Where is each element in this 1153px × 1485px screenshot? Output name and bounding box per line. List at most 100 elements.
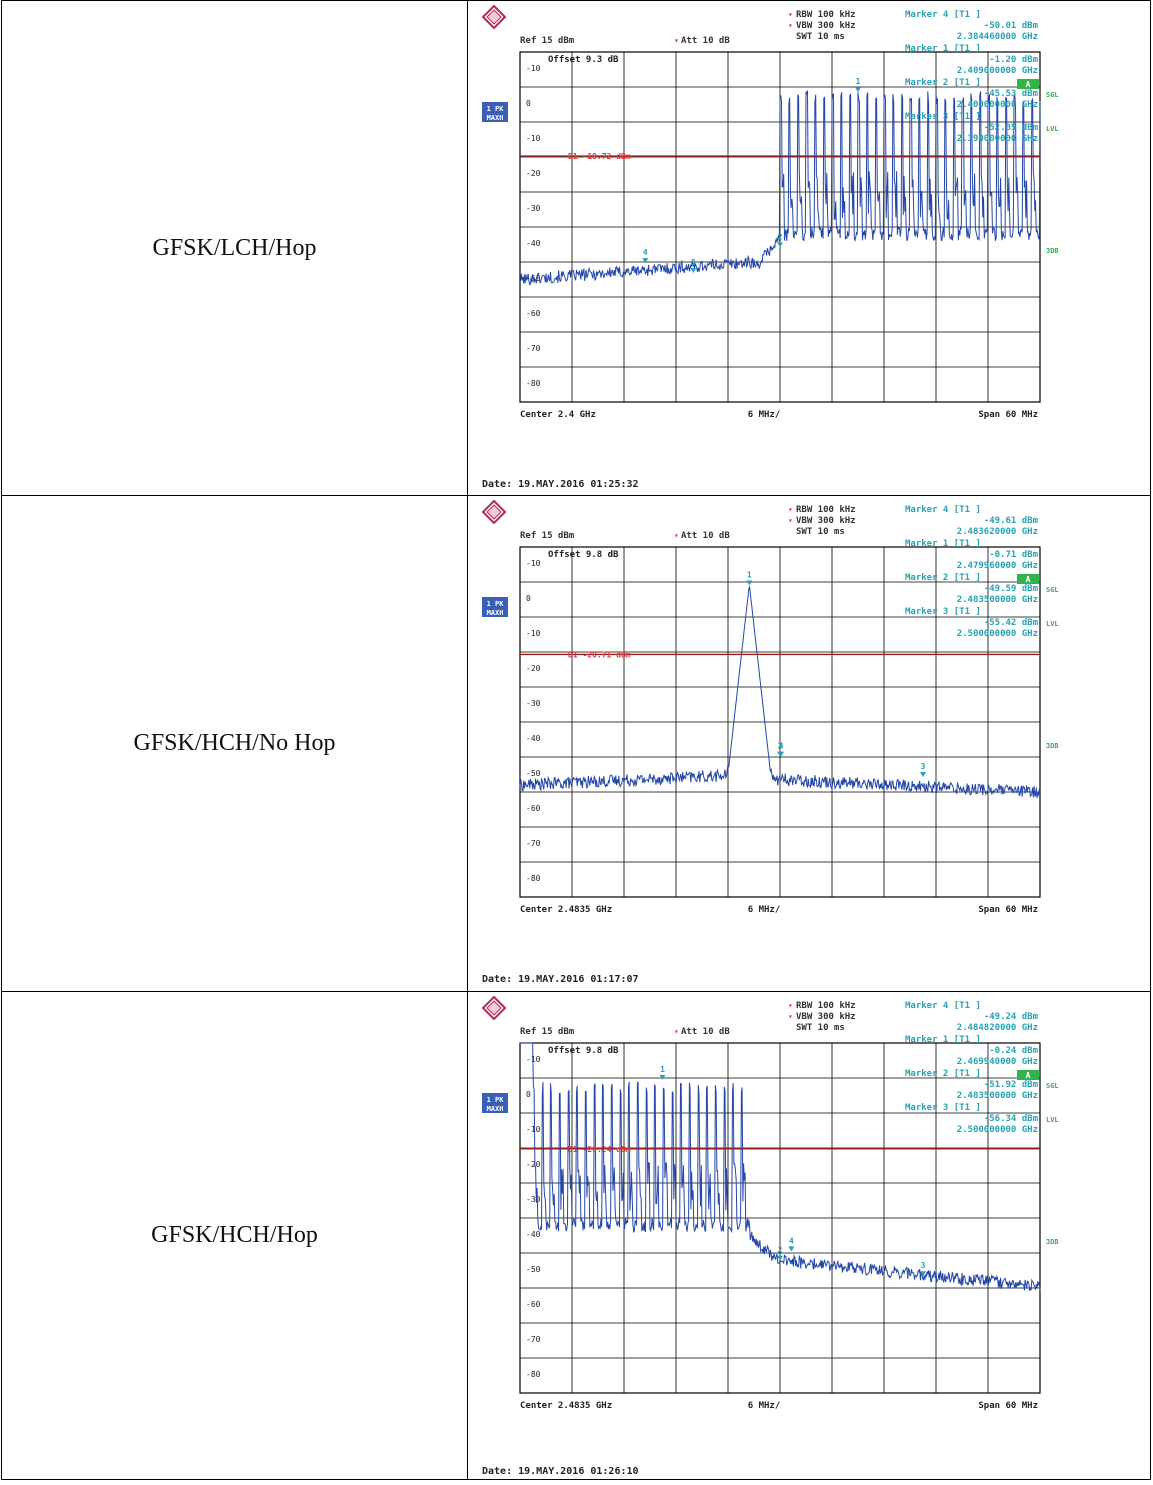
display-line-label: D1 -20.24 dBm [568,1145,631,1154]
offset-text: Offset 9.3 dB [548,55,619,65]
trace-badge-line1: 1 PK [487,600,505,608]
ytick-label: -60 [526,1300,541,1309]
rs-logo-inner [486,9,502,25]
side-a-box [1017,79,1039,89]
marker-readout-freq: 2.390000000 GHz [957,134,1038,144]
ytick-label: -80 [526,874,541,883]
marker-readout-freq: 2.483500000 GHz [957,595,1038,605]
marker-readout-level: -56.34 dBm [984,1114,1039,1124]
ytick-label: -70 [526,1335,541,1344]
ytick-label: -10 [526,1125,541,1134]
att-text: Att 10 dB [681,36,730,46]
marker-readout-level: -52.85 dBm [984,123,1039,133]
span-text: Span 60 MHz [978,1401,1038,1411]
marker-3-icon [920,771,926,777]
marker-readout-freq: 2.469940000 GHz [957,1057,1038,1067]
marker-readout-level: -49.59 dBm [984,584,1039,594]
trace-badge [482,1093,508,1113]
ytick-label: -10 [526,134,541,143]
ytick-label: -50 [526,1265,541,1274]
date-text: Date: 19.MAY.2016 01:17:07 [482,974,639,985]
marker-3-label: 3 [921,1261,926,1270]
ytick-label: -10 [526,559,541,568]
marker-readout-freq: 2.409000000 GHz [957,66,1038,76]
table-row: GFSK/LCH/Hop ▾ RBW 100 kHz ▾ VBW 300 kHz SWT… [1,0,1151,496]
ytick-label: -60 [526,804,541,813]
date-text: Date: 19.MAY.2016 01:26:10 [482,1466,639,1477]
marker-readout-freq: 2.483500000 GHz [957,1091,1038,1101]
marker-readout-title: Marker 2 [T1 ] [905,78,981,88]
vbw-arrow: ▾ [788,1012,793,1021]
rs-logo [481,4,507,30]
offset-text: Offset 9.8 dB [548,1046,619,1056]
trace-badge-line2: MAXH [487,114,504,122]
marker-readout-freq: 2.500000000 GHz [957,629,1038,639]
marker-4-icon [778,751,785,757]
marker-1-label: 1 [660,1065,665,1074]
swt-text: SWT 10 ms [796,1023,845,1033]
marker-readout-level: -1.20 dBm [989,55,1038,65]
marker-1-icon [855,87,861,93]
ytick-label: -10 [526,629,541,638]
rbw-arrow: ▾ [788,1001,793,1010]
spectrum-trace [519,586,1041,799]
marker-readout-level: -0.71 dBm [989,550,1038,560]
center-text: Center 2.4835 GHz [520,905,612,915]
display-line-label: D1 -20.71 dBm [568,650,631,659]
ytick-label: 0 [526,594,531,603]
div-text: 6 MHz/ [748,1401,781,1411]
div-text: 6 MHz/ [748,905,781,915]
offset-text: Offset 9.8 dB [548,550,619,560]
trace-badge-line1: 1 PK [487,1096,505,1104]
ytick-label: -60 [526,309,541,318]
marker-2-label: 2 [778,1246,783,1255]
trace-badge [482,102,508,122]
side-lvl-label: LVL [1046,620,1059,628]
marker-2-icon [777,1255,783,1261]
marker-readout-level: -49.61 dBm [984,516,1039,526]
rs-logo [481,499,507,525]
span-text: Span 60 MHz [978,905,1038,915]
vbw-arrow: ▾ [788,21,793,30]
marker-readout-freq: 2.500000000 GHz [957,1125,1038,1135]
rbw-arrow: ▾ [788,10,793,19]
marker-readout-title: Marker 4 [T1 ] [905,10,981,20]
marker-4-label: 4 [643,248,648,257]
side-sgl-label: SGL [1046,91,1059,99]
vbw-text: VBW 300 kHz [796,516,856,526]
trace-badge-line1: 1 PK [487,105,505,113]
ytick-label: -20 [526,1160,541,1169]
date-text: Date: 19.MAY.2016 01:25:32 [482,479,639,490]
ytick-label: -80 [526,379,541,388]
marker-3-label: 3 [691,258,696,267]
marker-1-icon [659,1074,666,1080]
marker-readout-title: Marker 3 [T1 ] [905,607,981,617]
vbw-text: VBW 300 kHz [796,21,856,31]
ytick-label: -70 [526,839,541,848]
att-text: Att 10 dB [681,1027,730,1037]
rs-logo-inner [486,504,502,520]
trace-badge [482,597,508,617]
rbw-text: RBW 100 kHz [796,1001,856,1011]
ref-text: Ref 15 dBm [520,36,575,46]
marker-2-icon [777,242,783,248]
ytick-label: -40 [526,1230,541,1239]
table-row: GFSK/HCH/No Hop ▾ RBW 100 kHz ▾ VBW 300 kHz… [1,496,1151,992]
att-text: Att 10 dB [681,531,730,541]
ytick-label: -30 [526,204,541,213]
marker-readout-title: Marker 4 [T1 ] [905,505,981,515]
vbw-text: VBW 300 kHz [796,1012,856,1022]
side-sgl-label: SGL [1046,1082,1059,1090]
ytick-label: -40 [526,734,541,743]
marker-2-label: 2 [778,742,783,751]
side-a-label: A [1026,1071,1031,1080]
spectrum-plot-cell: ▾ RBW 100 kHz ▾ VBW 300 kHz SWT 10 ms Ref 15 … [468,496,1152,991]
ytick-label: -50 [526,769,541,778]
marker-4-icon [642,258,649,264]
row-label: GFSK/HCH/Hop [2,992,468,1479]
marker-readout-title: Marker 2 [T1 ] [905,573,981,583]
side-3db-label: 3DB [1046,247,1059,255]
att-arrow: ▾ [674,531,679,540]
